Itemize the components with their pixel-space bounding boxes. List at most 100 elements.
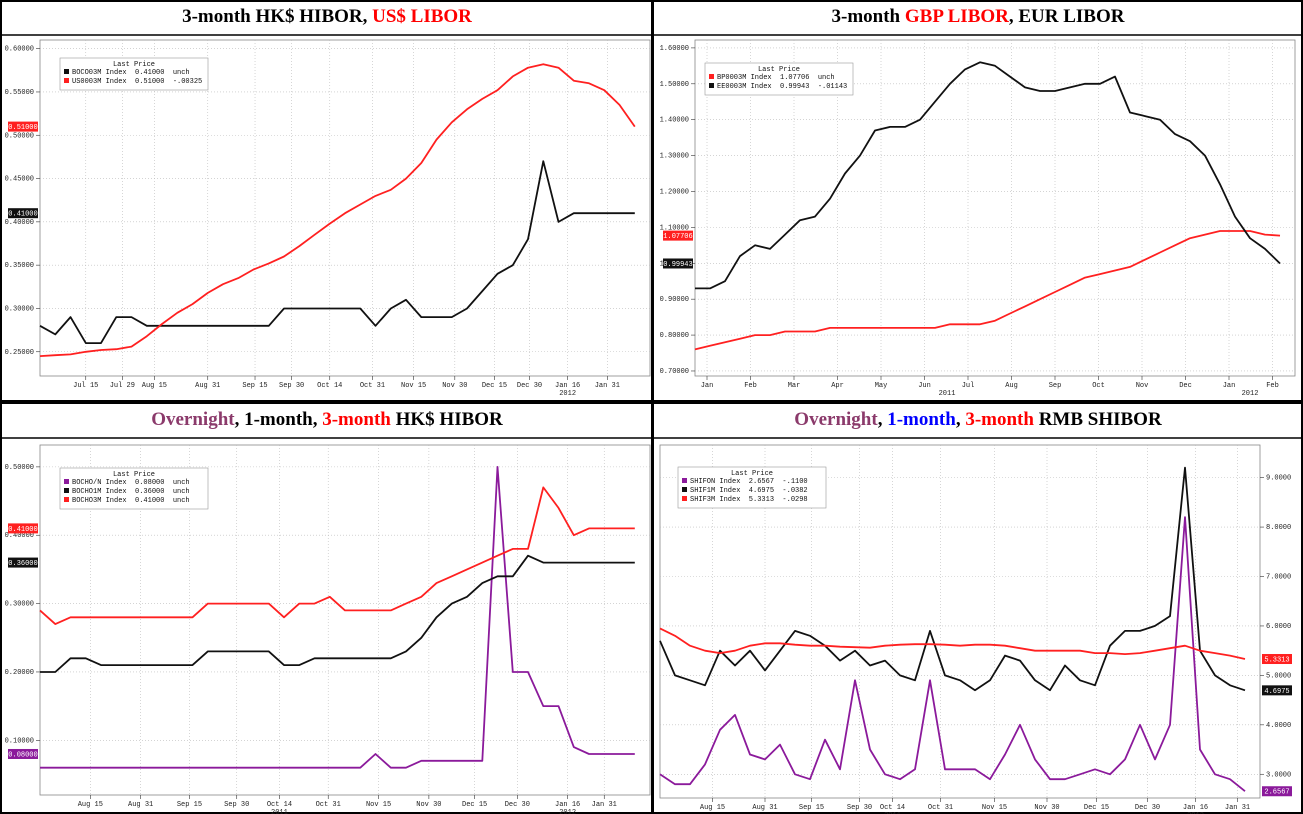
legend-entry: BOCHO/N Index 0.08000 unch — [72, 479, 190, 487]
x-tick-label: Nov 15 — [401, 382, 426, 390]
title-part: , 1-month, — [235, 409, 323, 430]
last-price-label: 0.51000 — [8, 124, 37, 132]
x-tick-label: Nov 30 — [416, 801, 441, 809]
x-tick-label: Oct 31 — [360, 382, 385, 390]
year-label: 2011 — [884, 812, 901, 814]
y-tick-label: 0.40000 — [5, 532, 34, 540]
title-part: 3-month — [322, 409, 391, 430]
x-tick-label: Dec 30 — [517, 382, 542, 390]
x-tick-label: Sep — [1049, 382, 1062, 390]
x-tick-label: Aug — [1005, 382, 1018, 390]
panel-title: Overnight, 1-month, 3-month HK$ HIBOR — [151, 409, 503, 430]
x-tick-label: Dec 15 — [482, 382, 507, 390]
legend-swatch — [682, 478, 687, 483]
last-price-tag — [8, 121, 38, 132]
y-tick-label: 0.25000 — [5, 349, 34, 357]
x-tick-label: Jan — [701, 382, 714, 390]
x-tick-label: May — [875, 382, 888, 390]
title-part: Overnight — [794, 409, 878, 430]
y-tick-label: 1.10000 — [660, 224, 689, 232]
last-price-label: 1.07706 — [663, 233, 692, 241]
legend-title: Last Price — [731, 470, 773, 478]
last-price-label: 0.36000 — [8, 560, 37, 568]
title-part: HK$ HIBOR — [391, 409, 503, 430]
x-tick-label: Aug 31 — [195, 382, 220, 390]
last-price-tag — [1262, 685, 1292, 696]
last-price-tag — [663, 258, 693, 269]
legend-swatch — [64, 78, 69, 83]
x-tick-label: Aug 15 — [78, 801, 103, 809]
last-price-label: 4.6975 — [1264, 688, 1289, 696]
x-tick-label: Dec 30 — [1135, 804, 1160, 812]
title-part: , EUR LIBOR — [1009, 6, 1125, 27]
y-tick-label: 0.50000 — [5, 132, 34, 140]
y-tick-label: 0.60000 — [5, 46, 34, 54]
last-price-tag — [663, 230, 693, 241]
x-tick-label: Oct 31 — [928, 804, 953, 812]
x-tick-label: Nov 15 — [982, 804, 1007, 812]
y-tick-label: 0.40000 — [5, 219, 34, 227]
x-tick-label: Jan 16 — [555, 382, 580, 390]
series-line — [39, 486, 635, 625]
title-part: RMB SHIBOR — [1034, 409, 1162, 430]
legend-title: Last Price — [113, 61, 155, 69]
year-label: 2012 — [1242, 390, 1259, 398]
x-tick-label: Sep 30 — [224, 801, 249, 809]
legend-swatch — [64, 69, 69, 74]
title-part: GBP LIBOR — [905, 6, 1009, 27]
x-tick-label: Jan 16 — [1183, 804, 1208, 812]
legend-title: Last Price — [758, 66, 800, 74]
last-price-tag — [1262, 654, 1292, 665]
series-line — [659, 466, 1246, 692]
last-price-label: 5.3313 — [1264, 657, 1289, 665]
x-tick-label: Dec — [1179, 382, 1192, 390]
y-tick-label: 6.0000 — [1266, 623, 1291, 631]
legend-entry: BOCO03M Index 0.41000 unch — [72, 69, 190, 77]
last-price-tag — [1262, 786, 1292, 797]
legend-box — [704, 62, 854, 96]
last-price-tag — [8, 557, 38, 568]
title-part: 3-month — [832, 6, 905, 27]
y-tick-label: 9.0000 — [1266, 475, 1291, 483]
y-tick-label: 1.60000 — [660, 45, 689, 53]
last-price-tag — [8, 748, 38, 759]
x-tick-label: Aug 15 — [142, 382, 167, 390]
x-tick-label: Nov — [1136, 382, 1149, 390]
series-line — [39, 160, 635, 344]
title-part: 3-month — [965, 409, 1034, 430]
y-tick-label: 0.20000 — [5, 669, 34, 677]
year-label: 2012 — [559, 390, 576, 398]
x-tick-label: Jul — [962, 382, 975, 390]
plot-area — [39, 39, 651, 377]
y-tick-label: 7.0000 — [1266, 574, 1291, 582]
x-tick-label: Oct 14 — [317, 382, 342, 390]
legend-entry: US0003M Index 0.51000 -.00325 — [72, 78, 202, 86]
series-line — [40, 554, 635, 673]
legend-box — [59, 467, 209, 510]
x-tick-label: Sep 15 — [177, 801, 202, 809]
x-tick-label: Nov 30 — [442, 382, 467, 390]
y-tick-label: 8.0000 — [1266, 524, 1291, 532]
x-tick-label: Jun — [918, 382, 931, 390]
legend-entry: BP0003M Index 1.07706 unch — [717, 74, 835, 82]
y-tick-label: 0.70000 — [660, 368, 689, 376]
x-tick-label: Oct 14 — [880, 804, 905, 812]
y-tick-label: 3.0000 — [1266, 771, 1291, 779]
year-label: 2012 — [1187, 812, 1204, 814]
x-tick-label: Jul 29 — [110, 382, 135, 390]
y-tick-label: 1.30000 — [660, 153, 689, 161]
legend-entry: SHIF3M Index 5.3313 -.0298 — [690, 496, 808, 504]
x-tick-label: Jan 31 — [595, 382, 620, 390]
y-tick-label: 1.50000 — [660, 81, 689, 89]
title-part: 3-month HK$ HIBOR, — [182, 6, 372, 27]
legend-swatch — [709, 83, 714, 88]
x-tick-label: Sep 15 — [799, 804, 824, 812]
y-tick-label: 0.10000 — [5, 737, 34, 745]
panel-title: Overnight, 1-month, 3-month RMB SHIBOR — [794, 409, 1162, 430]
legend-entry: EE0003M Index 0.99943 -.01143 — [717, 83, 847, 91]
x-tick-label: Feb — [1266, 382, 1279, 390]
x-tick-label: Oct 14 — [267, 801, 292, 809]
last-price-label: 0.08000 — [8, 751, 37, 759]
y-tick-label: 0.45000 — [5, 176, 34, 184]
